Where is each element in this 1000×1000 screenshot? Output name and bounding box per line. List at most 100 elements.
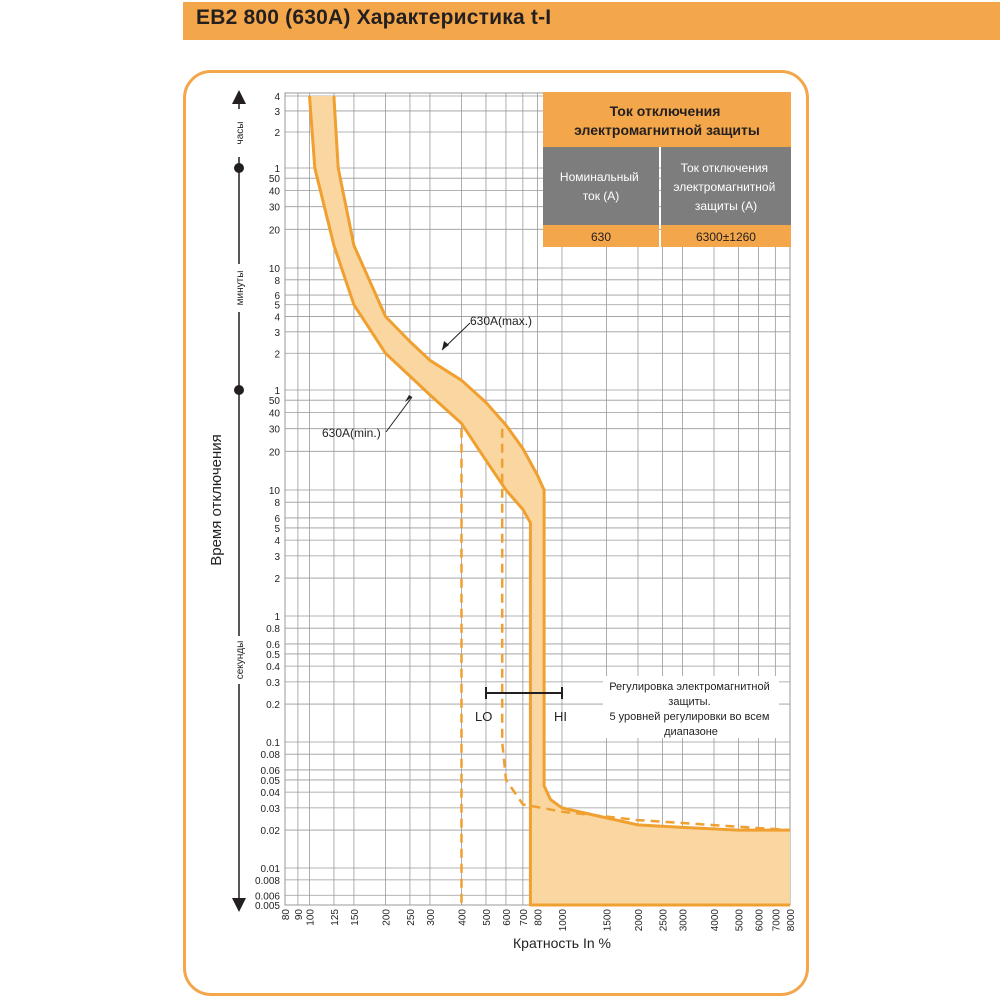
unit-hours-label: часы — [235, 122, 246, 145]
min-curve-label: 630A(min.) — [322, 426, 381, 440]
tick-labels: 80 90 100 125 150 200 250 300 400 500 600 700 800 100… — [255, 92, 797, 931]
y-tick-label: 0.3 — [266, 678, 280, 689]
note-box — [603, 676, 779, 738]
series-line-hi — [500, 428, 791, 832]
unit-minutes-label: минуты — [235, 271, 246, 306]
x-tick-label: 800 — [534, 909, 545, 926]
y-tick-label: 0.005 — [255, 901, 280, 912]
y-tick-label: 0.4 — [266, 662, 280, 673]
col2-header-line-3: защиты (А) — [695, 199, 757, 213]
series-line-max — [332, 95, 790, 832]
y-tick-label: 1 — [274, 164, 280, 175]
y-tick-label: 20 — [269, 447, 281, 458]
x-tick-label: 80 — [281, 909, 292, 921]
x-tick-label: 5000 — [734, 909, 745, 932]
unit-seconds-label: секунды — [235, 641, 246, 680]
table-title-line-2: электромагнитной защиты — [574, 122, 760, 138]
x-tick-label: 500 — [482, 909, 493, 926]
axis-arrow-up — [232, 90, 246, 104]
x-tick-label: 300 — [426, 909, 437, 926]
y-tick-label: 0.03 — [261, 804, 281, 815]
note-line-4: диапазоне — [664, 726, 718, 738]
y-tick-label: 0.01 — [261, 864, 281, 875]
y-tick-label: 5 — [274, 301, 280, 312]
x-tick-label: 150 — [350, 909, 361, 926]
table-col2-header-bg — [661, 147, 791, 225]
y-tick-label: 0.05 — [261, 776, 281, 787]
y-tick-label: 0.1 — [266, 738, 280, 749]
y-tick-label: 40 — [269, 409, 281, 420]
y-tick-label: 0.04 — [261, 788, 281, 799]
table-row-rated-bg — [543, 225, 659, 247]
table-col2-header: Ток отключения электромагнитной защиты (… — [673, 161, 778, 213]
title-band — [183, 2, 1000, 40]
note-line-2: защиты. — [668, 696, 710, 708]
y-tick-label: 20 — [269, 225, 281, 236]
time-axis: часы минуты секунды — [232, 90, 246, 912]
x-tick-label: 600 — [502, 909, 513, 926]
y-tick-label: 1 — [274, 612, 280, 623]
y-axis-label: Время отключения — [208, 434, 225, 566]
table-title: Ток отключения электромагнитной защиты — [574, 103, 760, 138]
axis-arrow-down — [232, 898, 246, 912]
x-tick-label: 4000 — [710, 909, 721, 932]
y-tick-label: 30 — [269, 425, 281, 436]
max-label-arrow — [442, 341, 449, 350]
page-title: EB2 800 (630A) Характеристика t-I — [196, 6, 552, 29]
y-tick-label: 0.02 — [261, 826, 281, 837]
y-tick-label: 2 — [274, 349, 280, 360]
y-tick-label: 50 — [269, 396, 281, 407]
x-tick-label: 2000 — [634, 909, 645, 932]
y-tick-label: 3 — [274, 552, 280, 563]
note-text: Регулировка электромагнитной защиты. 5 у… — [609, 681, 773, 738]
col2-header-line-2: электромагнитной — [673, 180, 775, 194]
y-tick-label: 50 — [269, 174, 281, 185]
y-tick-label: 8 — [274, 498, 280, 509]
y-tick-label: 30 — [269, 203, 281, 214]
y-tick-label: 10 — [269, 486, 281, 497]
band-layer — [308, 95, 791, 907]
y-tick-label: 0.2 — [266, 700, 280, 711]
y-tick-label: 10 — [269, 264, 281, 275]
table-title-bg — [543, 92, 791, 147]
y-tick-label: 40 — [269, 187, 281, 198]
x-tick-label: 8000 — [786, 909, 797, 932]
x-tick-label: 100 — [305, 909, 316, 926]
y-tick-label: 2 — [274, 574, 280, 585]
y-tick-label: 1 — [274, 386, 280, 397]
lo-label: LO — [475, 709, 492, 724]
x-tick-label: 700 — [519, 909, 530, 926]
y-tick-label: 8 — [274, 276, 280, 287]
table-col1-header: Номинальный ток (А) — [560, 170, 642, 203]
y-tick-label: 0.08 — [261, 750, 281, 761]
unit-hours-label-bg — [233, 109, 245, 157]
y-tick-label: 6 — [274, 291, 280, 302]
table-row-trip-bg — [661, 225, 791, 247]
x-tick-label: 250 — [406, 909, 417, 926]
max-curve-label: 630A(max.) — [470, 314, 532, 328]
trip-current-table: Ток отключения электромагнитной защиты Н… — [543, 92, 791, 247]
unit-boundary-dot — [234, 163, 244, 173]
x-axis-label: Кратность In % — [513, 935, 611, 951]
col1-header-line-2: ток (А) — [583, 189, 620, 203]
unit-seconds-label-bg — [233, 636, 245, 684]
series-line-min — [308, 95, 790, 907]
table-trip-current: 6300±1260 — [696, 230, 756, 244]
y-tick-label: 5 — [274, 524, 280, 535]
x-tick-label: 7000 — [771, 909, 782, 932]
table-rated-current: 630 — [591, 230, 611, 244]
x-tick-label: 400 — [457, 909, 468, 926]
x-tick-label: 90 — [294, 909, 305, 921]
x-tick-label: 3000 — [678, 909, 689, 932]
y-tick-label: 4 — [274, 313, 280, 324]
col1-header-line-1: Номинальный — [560, 170, 639, 184]
x-tick-label: 200 — [381, 909, 392, 926]
y-tick-label: 6 — [274, 514, 280, 525]
table-title-line-1: Ток отключения — [610, 103, 721, 119]
y-tick-label: 0.5 — [266, 650, 280, 661]
y-tick-label: 3 — [274, 107, 280, 118]
y-tick-label: 0.06 — [261, 766, 281, 777]
x-tick-label: 6000 — [754, 909, 765, 932]
x-tick-label: 125 — [330, 909, 341, 926]
